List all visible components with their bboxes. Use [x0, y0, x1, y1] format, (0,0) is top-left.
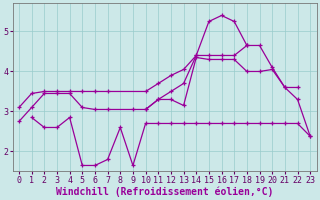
X-axis label: Windchill (Refroidissement éolien,°C): Windchill (Refroidissement éolien,°C)	[56, 186, 273, 197]
